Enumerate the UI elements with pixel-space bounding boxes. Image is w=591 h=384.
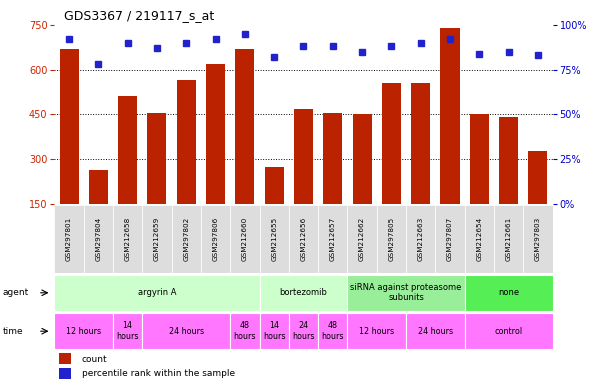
Text: GSM212654: GSM212654 xyxy=(476,217,482,261)
Text: bortezomib: bortezomib xyxy=(280,288,327,297)
Text: GSM297805: GSM297805 xyxy=(388,217,394,261)
Bar xyxy=(230,205,259,273)
Text: GSM212662: GSM212662 xyxy=(359,217,365,261)
Text: 14
hours: 14 hours xyxy=(263,321,285,341)
Text: 24 hours: 24 hours xyxy=(168,327,204,336)
Bar xyxy=(118,96,137,248)
Bar xyxy=(113,205,142,273)
Bar xyxy=(465,205,494,273)
Bar xyxy=(353,114,372,248)
Text: GSM212658: GSM212658 xyxy=(125,217,131,261)
Text: GSM297806: GSM297806 xyxy=(213,217,219,261)
Text: GSM212660: GSM212660 xyxy=(242,217,248,261)
Bar xyxy=(289,205,318,273)
Text: argyrin A: argyrin A xyxy=(138,288,176,297)
Bar xyxy=(382,83,401,248)
Bar xyxy=(54,205,84,273)
Bar xyxy=(265,167,284,248)
Bar xyxy=(147,113,167,248)
Bar xyxy=(406,205,436,273)
Bar xyxy=(494,205,523,273)
Text: GSM297804: GSM297804 xyxy=(95,217,101,261)
Bar xyxy=(318,205,348,273)
Text: 24
hours: 24 hours xyxy=(292,321,315,341)
Bar xyxy=(323,113,342,248)
Bar xyxy=(318,313,348,349)
Bar xyxy=(406,313,465,349)
Text: percentile rank within the sample: percentile rank within the sample xyxy=(82,369,235,378)
Bar xyxy=(177,80,196,248)
Bar xyxy=(499,117,518,248)
Bar xyxy=(230,313,259,349)
Bar xyxy=(259,313,289,349)
Bar xyxy=(201,205,230,273)
Text: GSM297807: GSM297807 xyxy=(447,217,453,261)
Bar xyxy=(142,205,171,273)
Text: none: none xyxy=(498,288,519,297)
Bar xyxy=(60,49,79,248)
Bar xyxy=(348,205,376,273)
Text: GSM297803: GSM297803 xyxy=(535,217,541,261)
Bar xyxy=(113,313,142,349)
Bar xyxy=(348,275,465,311)
Bar xyxy=(440,28,460,248)
Bar xyxy=(84,205,113,273)
Text: GSM212656: GSM212656 xyxy=(300,217,307,261)
Bar xyxy=(470,114,489,248)
Text: 12 hours: 12 hours xyxy=(359,327,394,336)
Bar xyxy=(465,275,553,311)
Bar xyxy=(235,49,254,248)
Text: GSM212655: GSM212655 xyxy=(271,217,277,261)
Text: GSM297802: GSM297802 xyxy=(183,217,189,261)
Bar xyxy=(142,313,230,349)
Bar xyxy=(59,353,71,364)
Bar xyxy=(294,109,313,248)
Bar xyxy=(436,205,465,273)
Text: GDS3367 / 219117_s_at: GDS3367 / 219117_s_at xyxy=(64,9,215,22)
Text: GSM212663: GSM212663 xyxy=(418,217,424,261)
Bar xyxy=(259,275,348,311)
Bar xyxy=(206,64,225,248)
Text: GSM212657: GSM212657 xyxy=(330,217,336,261)
Text: agent: agent xyxy=(3,288,29,297)
Text: 48
hours: 48 hours xyxy=(322,321,344,341)
Text: GSM297801: GSM297801 xyxy=(66,217,72,261)
Bar xyxy=(259,205,289,273)
Text: GSM212659: GSM212659 xyxy=(154,217,160,261)
Text: GSM212661: GSM212661 xyxy=(506,217,512,261)
Bar xyxy=(89,170,108,248)
Bar xyxy=(54,275,259,311)
Bar xyxy=(59,368,71,379)
Text: time: time xyxy=(3,327,24,336)
Text: 48
hours: 48 hours xyxy=(233,321,256,341)
Bar xyxy=(465,313,553,349)
Text: 12 hours: 12 hours xyxy=(66,327,101,336)
Bar xyxy=(528,151,547,248)
Text: count: count xyxy=(82,355,108,364)
Bar xyxy=(348,313,406,349)
Bar xyxy=(54,313,113,349)
Bar xyxy=(289,313,318,349)
Text: 24 hours: 24 hours xyxy=(418,327,453,336)
Bar xyxy=(171,205,201,273)
Text: control: control xyxy=(495,327,522,336)
Bar xyxy=(376,205,406,273)
Text: siRNA against proteasome
subunits: siRNA against proteasome subunits xyxy=(350,283,462,303)
Bar xyxy=(523,205,553,273)
Text: 14
hours: 14 hours xyxy=(116,321,139,341)
Bar xyxy=(411,83,430,248)
